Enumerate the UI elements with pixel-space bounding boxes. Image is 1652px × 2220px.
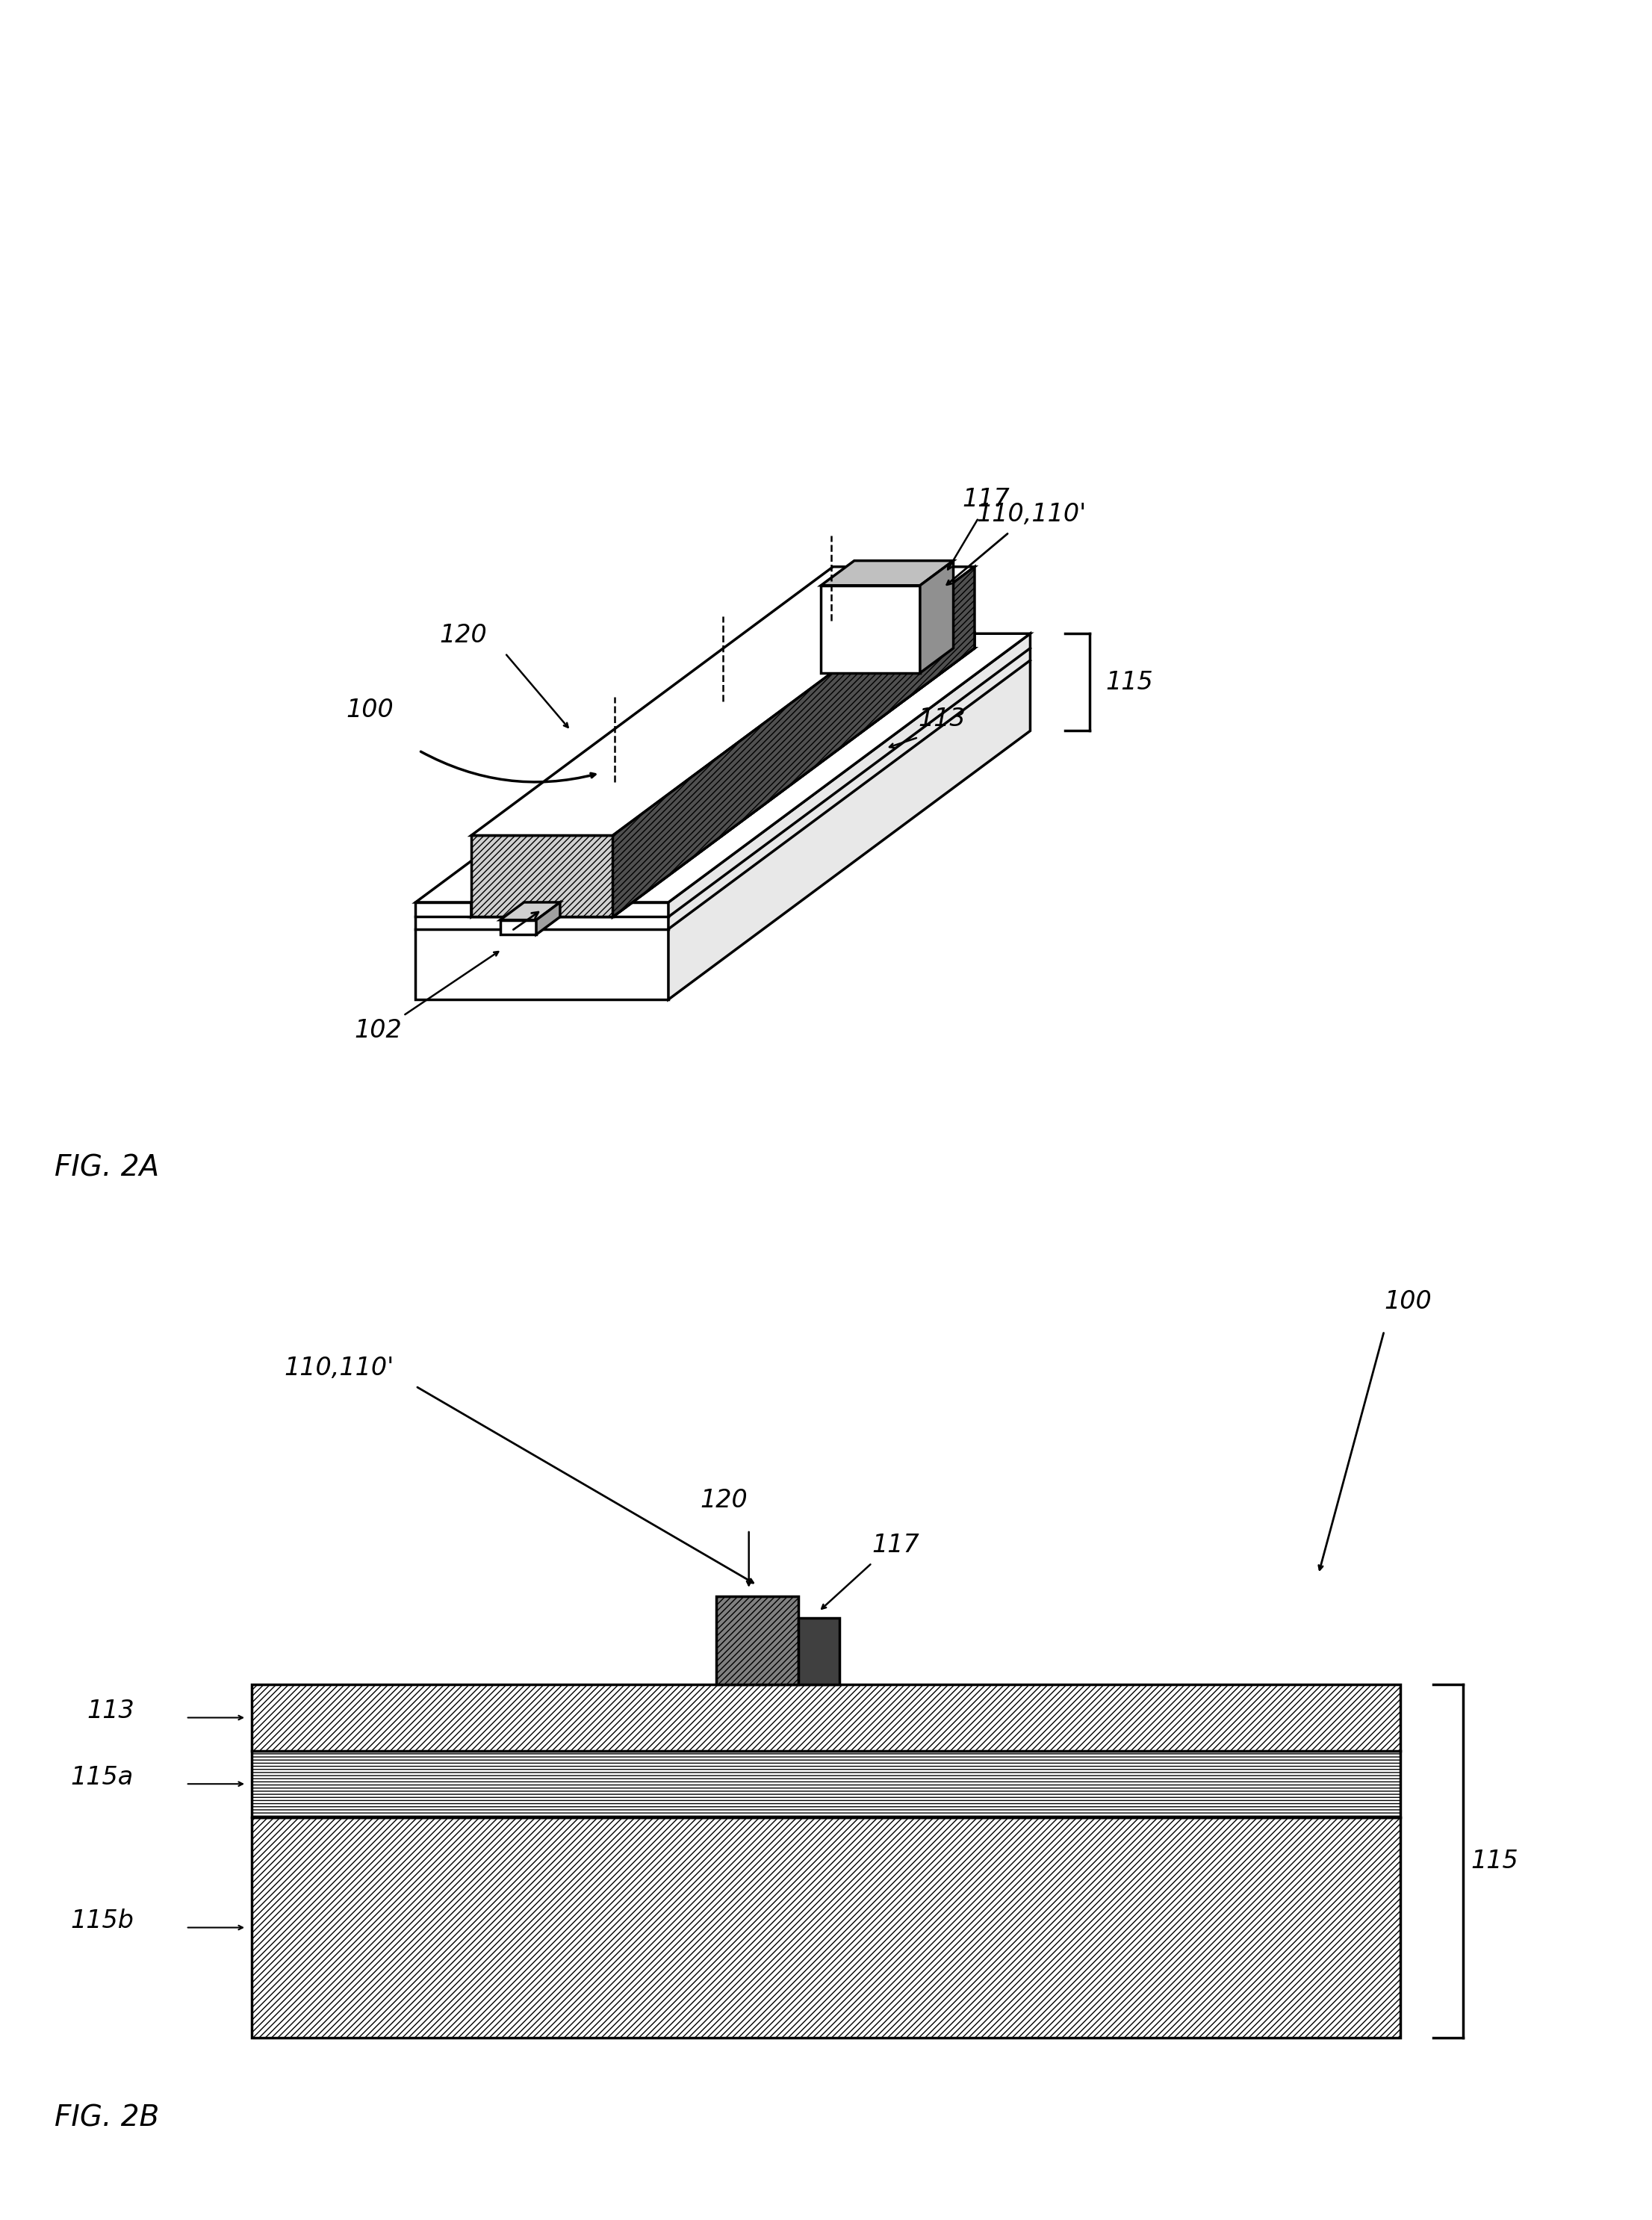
Polygon shape: [920, 562, 953, 673]
Polygon shape: [501, 919, 537, 935]
Text: 117: 117: [872, 1532, 920, 1556]
Polygon shape: [613, 633, 1031, 901]
Text: 113: 113: [919, 706, 966, 733]
Polygon shape: [501, 901, 560, 919]
Bar: [251, 1685, 1401, 1752]
Polygon shape: [416, 901, 669, 999]
Bar: [251, 1818, 1401, 2038]
Text: 115a: 115a: [71, 1765, 134, 1789]
Polygon shape: [471, 648, 975, 917]
Text: 120: 120: [439, 624, 487, 648]
Bar: [715, 1596, 798, 1685]
Text: 113: 113: [88, 1698, 135, 1723]
Polygon shape: [821, 562, 953, 586]
Text: 102: 102: [354, 1019, 401, 1043]
Polygon shape: [416, 633, 833, 901]
Text: 117: 117: [961, 488, 1009, 513]
Polygon shape: [471, 835, 613, 917]
Bar: [798, 1618, 839, 1685]
Text: 110,110': 110,110': [284, 1356, 395, 1381]
Polygon shape: [613, 566, 975, 917]
Text: FIG. 2A: FIG. 2A: [55, 1154, 159, 1183]
Polygon shape: [537, 901, 560, 935]
Text: 115: 115: [1105, 670, 1153, 695]
Text: 115b: 115b: [71, 1909, 134, 1934]
Polygon shape: [669, 633, 1031, 999]
Text: 115: 115: [1472, 1849, 1518, 1874]
Bar: [251, 1752, 1401, 1818]
Text: FIG. 2B: FIG. 2B: [55, 2105, 159, 2133]
Text: 100: 100: [345, 697, 393, 724]
Polygon shape: [471, 633, 833, 917]
Text: 100: 100: [1384, 1290, 1432, 1314]
Polygon shape: [471, 566, 975, 835]
Polygon shape: [613, 633, 975, 917]
Text: 110,110': 110,110': [976, 502, 1087, 526]
Text: 120: 120: [700, 1487, 748, 1514]
Polygon shape: [821, 586, 920, 673]
